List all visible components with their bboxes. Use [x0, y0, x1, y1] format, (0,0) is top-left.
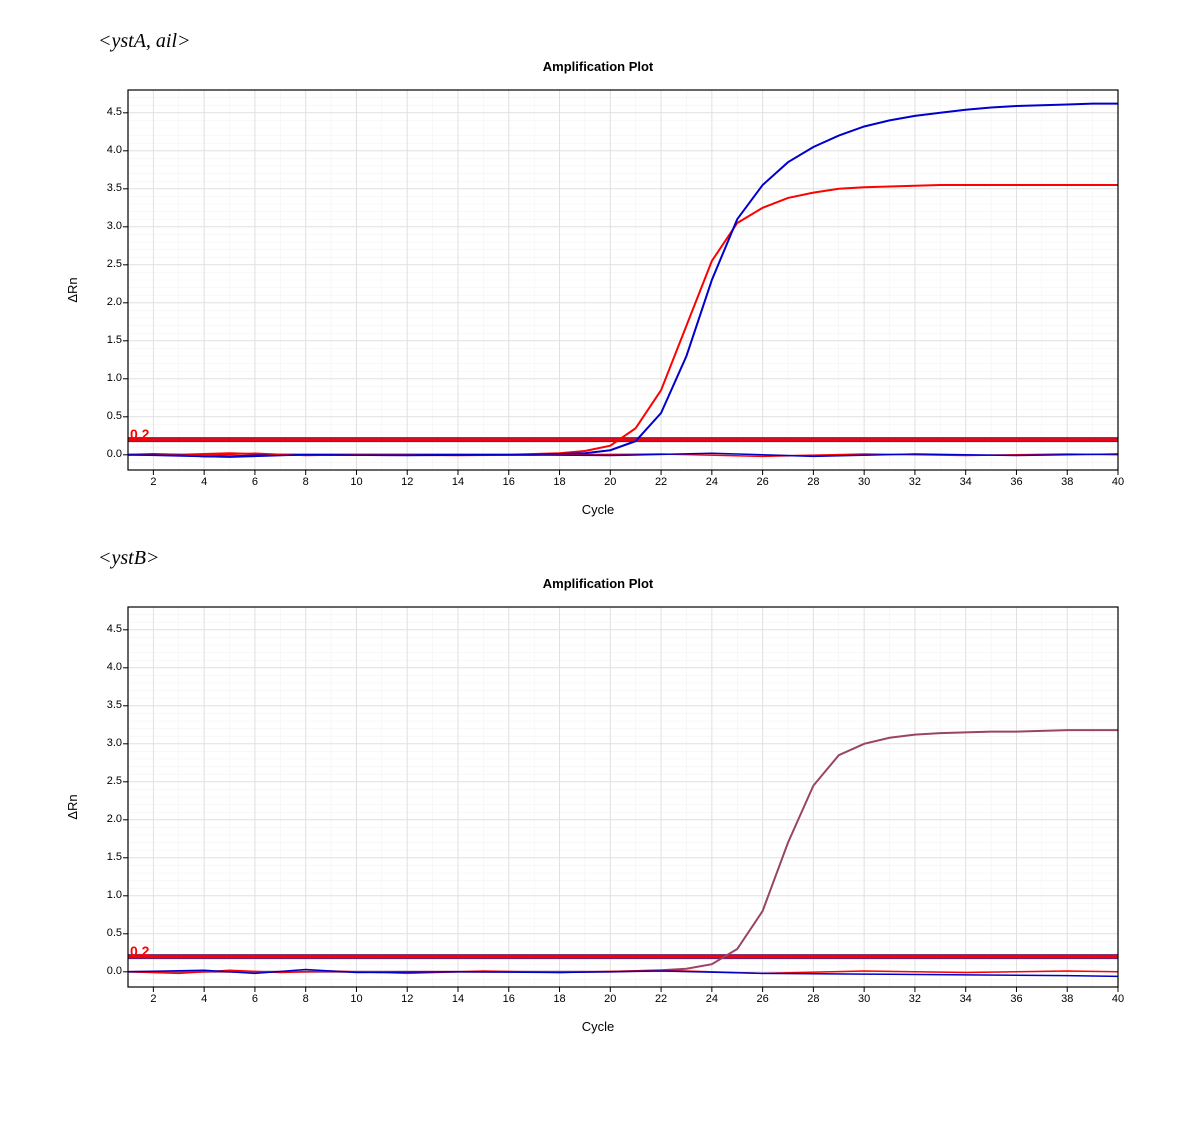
xtick-label: 32	[905, 476, 925, 488]
ytick-label: 1.0	[92, 372, 122, 384]
chart-block-1: <ystB>Amplification Plot2468101214161820…	[68, 547, 1128, 1034]
xtick-label: 30	[854, 476, 874, 488]
xtick-label: 10	[346, 476, 366, 488]
xtick-label: 6	[245, 993, 265, 1005]
ytick-label: 3.0	[92, 220, 122, 232]
x-axis-label: Cycle	[68, 502, 1128, 517]
threshold-label: 0.2	[130, 943, 149, 959]
xtick-label: 8	[296, 476, 316, 488]
xtick-label: 2	[143, 476, 163, 488]
ytick-label: 1.5	[92, 334, 122, 346]
xtick-label: 34	[956, 993, 976, 1005]
xtick-label: 30	[854, 993, 874, 1005]
xtick-label: 16	[499, 476, 519, 488]
xtick-label: 28	[803, 993, 823, 1005]
xtick-label: 14	[448, 476, 468, 488]
xtick-label: 6	[245, 476, 265, 488]
ytick-label: 4.0	[92, 144, 122, 156]
ytick-label: 0.5	[92, 927, 122, 939]
ytick-label: 2.5	[92, 258, 122, 270]
chart-wrap: 2468101214161820222426283032343638400.00…	[68, 597, 1128, 1017]
xtick-label: 22	[651, 993, 671, 1005]
xtick-label: 24	[702, 476, 722, 488]
xtick-label: 32	[905, 993, 925, 1005]
y-axis-label: ΔRn	[65, 277, 80, 302]
xtick-label: 12	[397, 993, 417, 1005]
ytick-label: 4.5	[92, 623, 122, 635]
xtick-label: 18	[550, 993, 570, 1005]
chart-block-0: <ystA, ail>Amplification Plot24681012141…	[68, 30, 1128, 517]
xtick-label: 20	[600, 476, 620, 488]
xtick-label: 34	[956, 476, 976, 488]
chart-title: Amplification Plot	[68, 59, 1128, 74]
xtick-label: 4	[194, 476, 214, 488]
xtick-label: 36	[1006, 476, 1026, 488]
chart-wrap: 2468101214161820222426283032343638400.00…	[68, 80, 1128, 500]
amplification-plot	[68, 597, 1128, 1017]
threshold-label: 0.2	[130, 426, 149, 442]
ytick-label: 2.0	[92, 296, 122, 308]
xtick-label: 14	[448, 993, 468, 1005]
xtick-label: 8	[296, 993, 316, 1005]
xtick-label: 22	[651, 476, 671, 488]
ytick-label: 0.0	[92, 448, 122, 460]
chart-label: <ystA, ail>	[98, 30, 1128, 53]
xtick-label: 12	[397, 476, 417, 488]
xtick-label: 20	[600, 993, 620, 1005]
ytick-label: 3.5	[92, 182, 122, 194]
ytick-label: 2.0	[92, 813, 122, 825]
ytick-label: 0.5	[92, 410, 122, 422]
ytick-label: 3.0	[92, 737, 122, 749]
y-axis-label: ΔRn	[65, 794, 80, 819]
xtick-label: 16	[499, 993, 519, 1005]
ytick-label: 3.5	[92, 699, 122, 711]
xtick-label: 38	[1057, 476, 1077, 488]
ytick-label: 0.0	[92, 965, 122, 977]
ytick-label: 2.5	[92, 775, 122, 787]
xtick-label: 40	[1108, 993, 1128, 1005]
ytick-label: 4.5	[92, 106, 122, 118]
ytick-label: 1.5	[92, 851, 122, 863]
xtick-label: 26	[753, 993, 773, 1005]
xtick-label: 40	[1108, 476, 1128, 488]
xtick-label: 18	[550, 476, 570, 488]
ytick-label: 1.0	[92, 889, 122, 901]
amplification-plot	[68, 80, 1128, 500]
xtick-label: 10	[346, 993, 366, 1005]
xtick-label: 24	[702, 993, 722, 1005]
x-axis-label: Cycle	[68, 1019, 1128, 1034]
chart-label: <ystB>	[98, 547, 1128, 570]
chart-title: Amplification Plot	[68, 576, 1128, 591]
xtick-label: 26	[753, 476, 773, 488]
xtick-label: 2	[143, 993, 163, 1005]
xtick-label: 4	[194, 993, 214, 1005]
ytick-label: 4.0	[92, 661, 122, 673]
xtick-label: 38	[1057, 993, 1077, 1005]
xtick-label: 36	[1006, 993, 1026, 1005]
xtick-label: 28	[803, 476, 823, 488]
